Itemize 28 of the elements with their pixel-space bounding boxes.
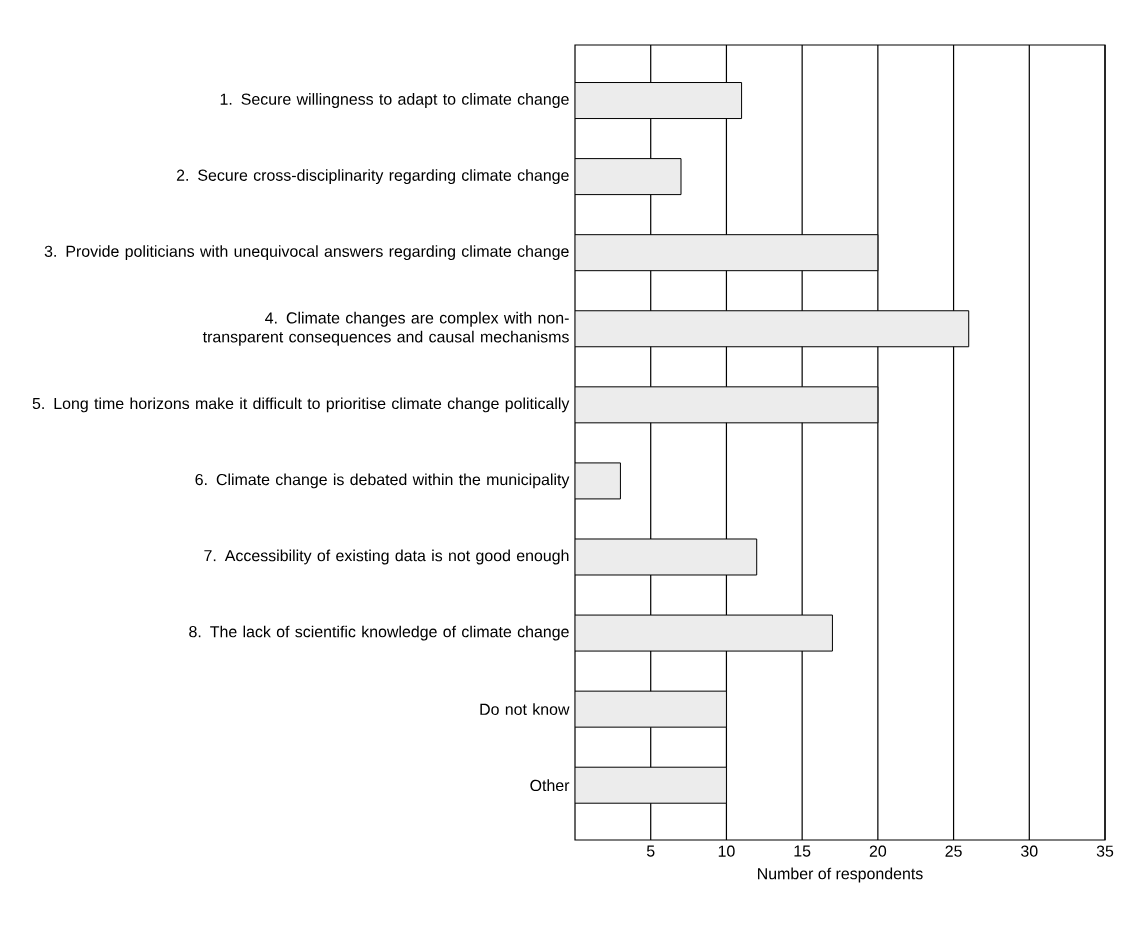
bar (575, 766, 727, 804)
bar (575, 614, 833, 652)
y-tick-label: 2. Secure cross-disciplinarity regarding climate change (176, 169, 569, 185)
y-tick-label: Do not know (480, 703, 570, 715)
y-tick-label: 6. Climate change is debated within the municipality (195, 473, 570, 489)
y-tick-label: 5. Long time horizons make it difficult to prioritise climate change politically (32, 397, 570, 413)
y-tick-label: 8. The lack of scientific knowledge of climate change (189, 625, 569, 641)
bar (575, 690, 727, 728)
x-tick-label: 35 (1096, 845, 1114, 857)
bar (575, 310, 970, 348)
x-tick-label: 15 (794, 845, 811, 857)
bar (575, 82, 743, 120)
bar (575, 538, 758, 576)
y-tick-label: 1. Secure willingness to adapt to climate change (220, 93, 569, 108)
x-tick-label: 30 (1021, 845, 1038, 857)
x-tick-label: 10 (718, 845, 735, 857)
x-tick-label: 20 (869, 845, 887, 857)
x-axis-title: Number of respondents (758, 867, 923, 883)
bar (575, 462, 621, 500)
bar (575, 158, 682, 196)
bar (575, 386, 879, 424)
y-tick-label: Other (530, 779, 570, 792)
y-tick-label: 7. Accessibility of existing data is not good enough (204, 549, 569, 565)
x-tick-label: 25 (945, 845, 962, 857)
y-tick-label: 4. Climate changes are complex with non-transparent consequences and causal mechanisms (202, 311, 569, 346)
x-tick-label: 5 (646, 845, 655, 857)
y-tick-label: 3. Provide politicians with unequivocal answers regarding climate change (44, 245, 569, 261)
bar (575, 234, 879, 272)
